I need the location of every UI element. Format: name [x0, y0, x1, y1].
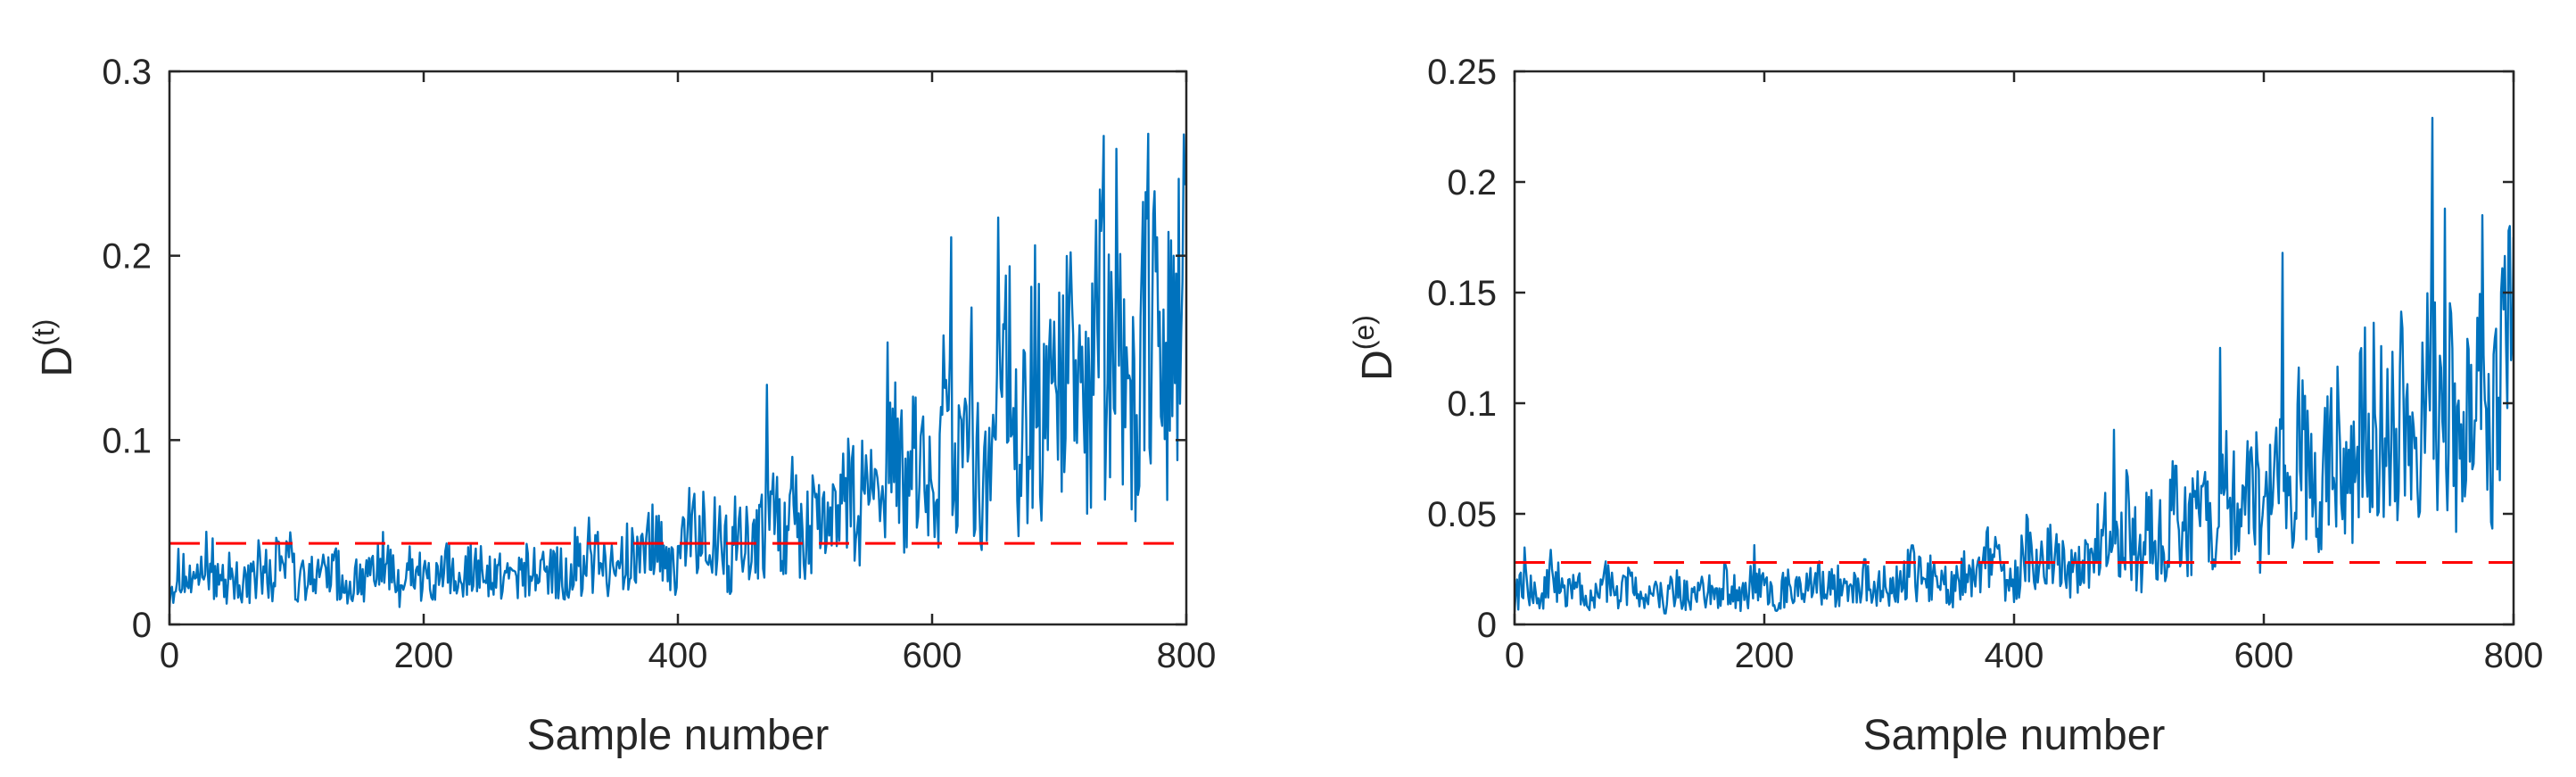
y-tick-label: 0.05 — [1427, 495, 1497, 534]
series-line — [169, 132, 1186, 608]
y-tick-label: 0.25 — [1427, 53, 1497, 92]
ticks-layer: 0 200 400 600 800 0 0.05 0.1 0.15 0.2 0.25 — [1427, 53, 2543, 675]
x-tick-label: 200 — [394, 636, 454, 675]
y-axis-label-base: D — [1354, 350, 1401, 381]
x-tick-label: 400 — [1985, 636, 2044, 675]
y-axis-label-base: D — [34, 346, 81, 377]
y-tick-label: 0.2 — [102, 237, 152, 277]
chart-panel-de: 0 200 400 600 800 0 0.05 0.1 0.15 0.2 0.25 Sample … — [1348, 53, 2543, 759]
series-layer — [169, 132, 1186, 608]
ticks-layer: 0 200 400 600 800 0 0.1 0.2 0.3 — [102, 53, 1216, 675]
y-axis-label-sup: (e) — [1348, 315, 1380, 350]
y-axis-label-sup: (t) — [28, 319, 60, 346]
y-tick-label: 0 — [132, 606, 152, 645]
y-tick-label: 0 — [1477, 606, 1497, 645]
y-axis-label: D(e) — [1348, 315, 1401, 381]
y-tick-label: 0.1 — [102, 421, 152, 460]
x-axis-label: Sample number — [527, 712, 830, 759]
y-tick-label: 0.3 — [102, 53, 152, 92]
series-line — [1515, 116, 2514, 615]
x-tick-label: 0 — [160, 636, 179, 675]
series-layer — [1515, 116, 2514, 615]
y-tick-label: 0.2 — [1447, 163, 1497, 203]
x-tick-label: 800 — [2484, 636, 2544, 675]
x-tick-label: 600 — [903, 636, 962, 675]
x-axis-label: Sample number — [1863, 712, 2166, 759]
x-tick-label: 800 — [1157, 636, 1217, 675]
x-tick-label: 400 — [648, 636, 708, 675]
x-tick-label: 200 — [1735, 636, 1795, 675]
y-tick-label: 0.1 — [1447, 384, 1497, 424]
x-tick-label: 600 — [2234, 636, 2294, 675]
y-axis-label: D(t) — [28, 319, 81, 377]
y-tick-label: 0.15 — [1427, 274, 1497, 313]
x-tick-label: 0 — [1505, 636, 1524, 675]
chart-panel-dt: 0 200 400 600 800 0 0.1 0.2 0.3 Sample number D(… — [28, 53, 1216, 759]
